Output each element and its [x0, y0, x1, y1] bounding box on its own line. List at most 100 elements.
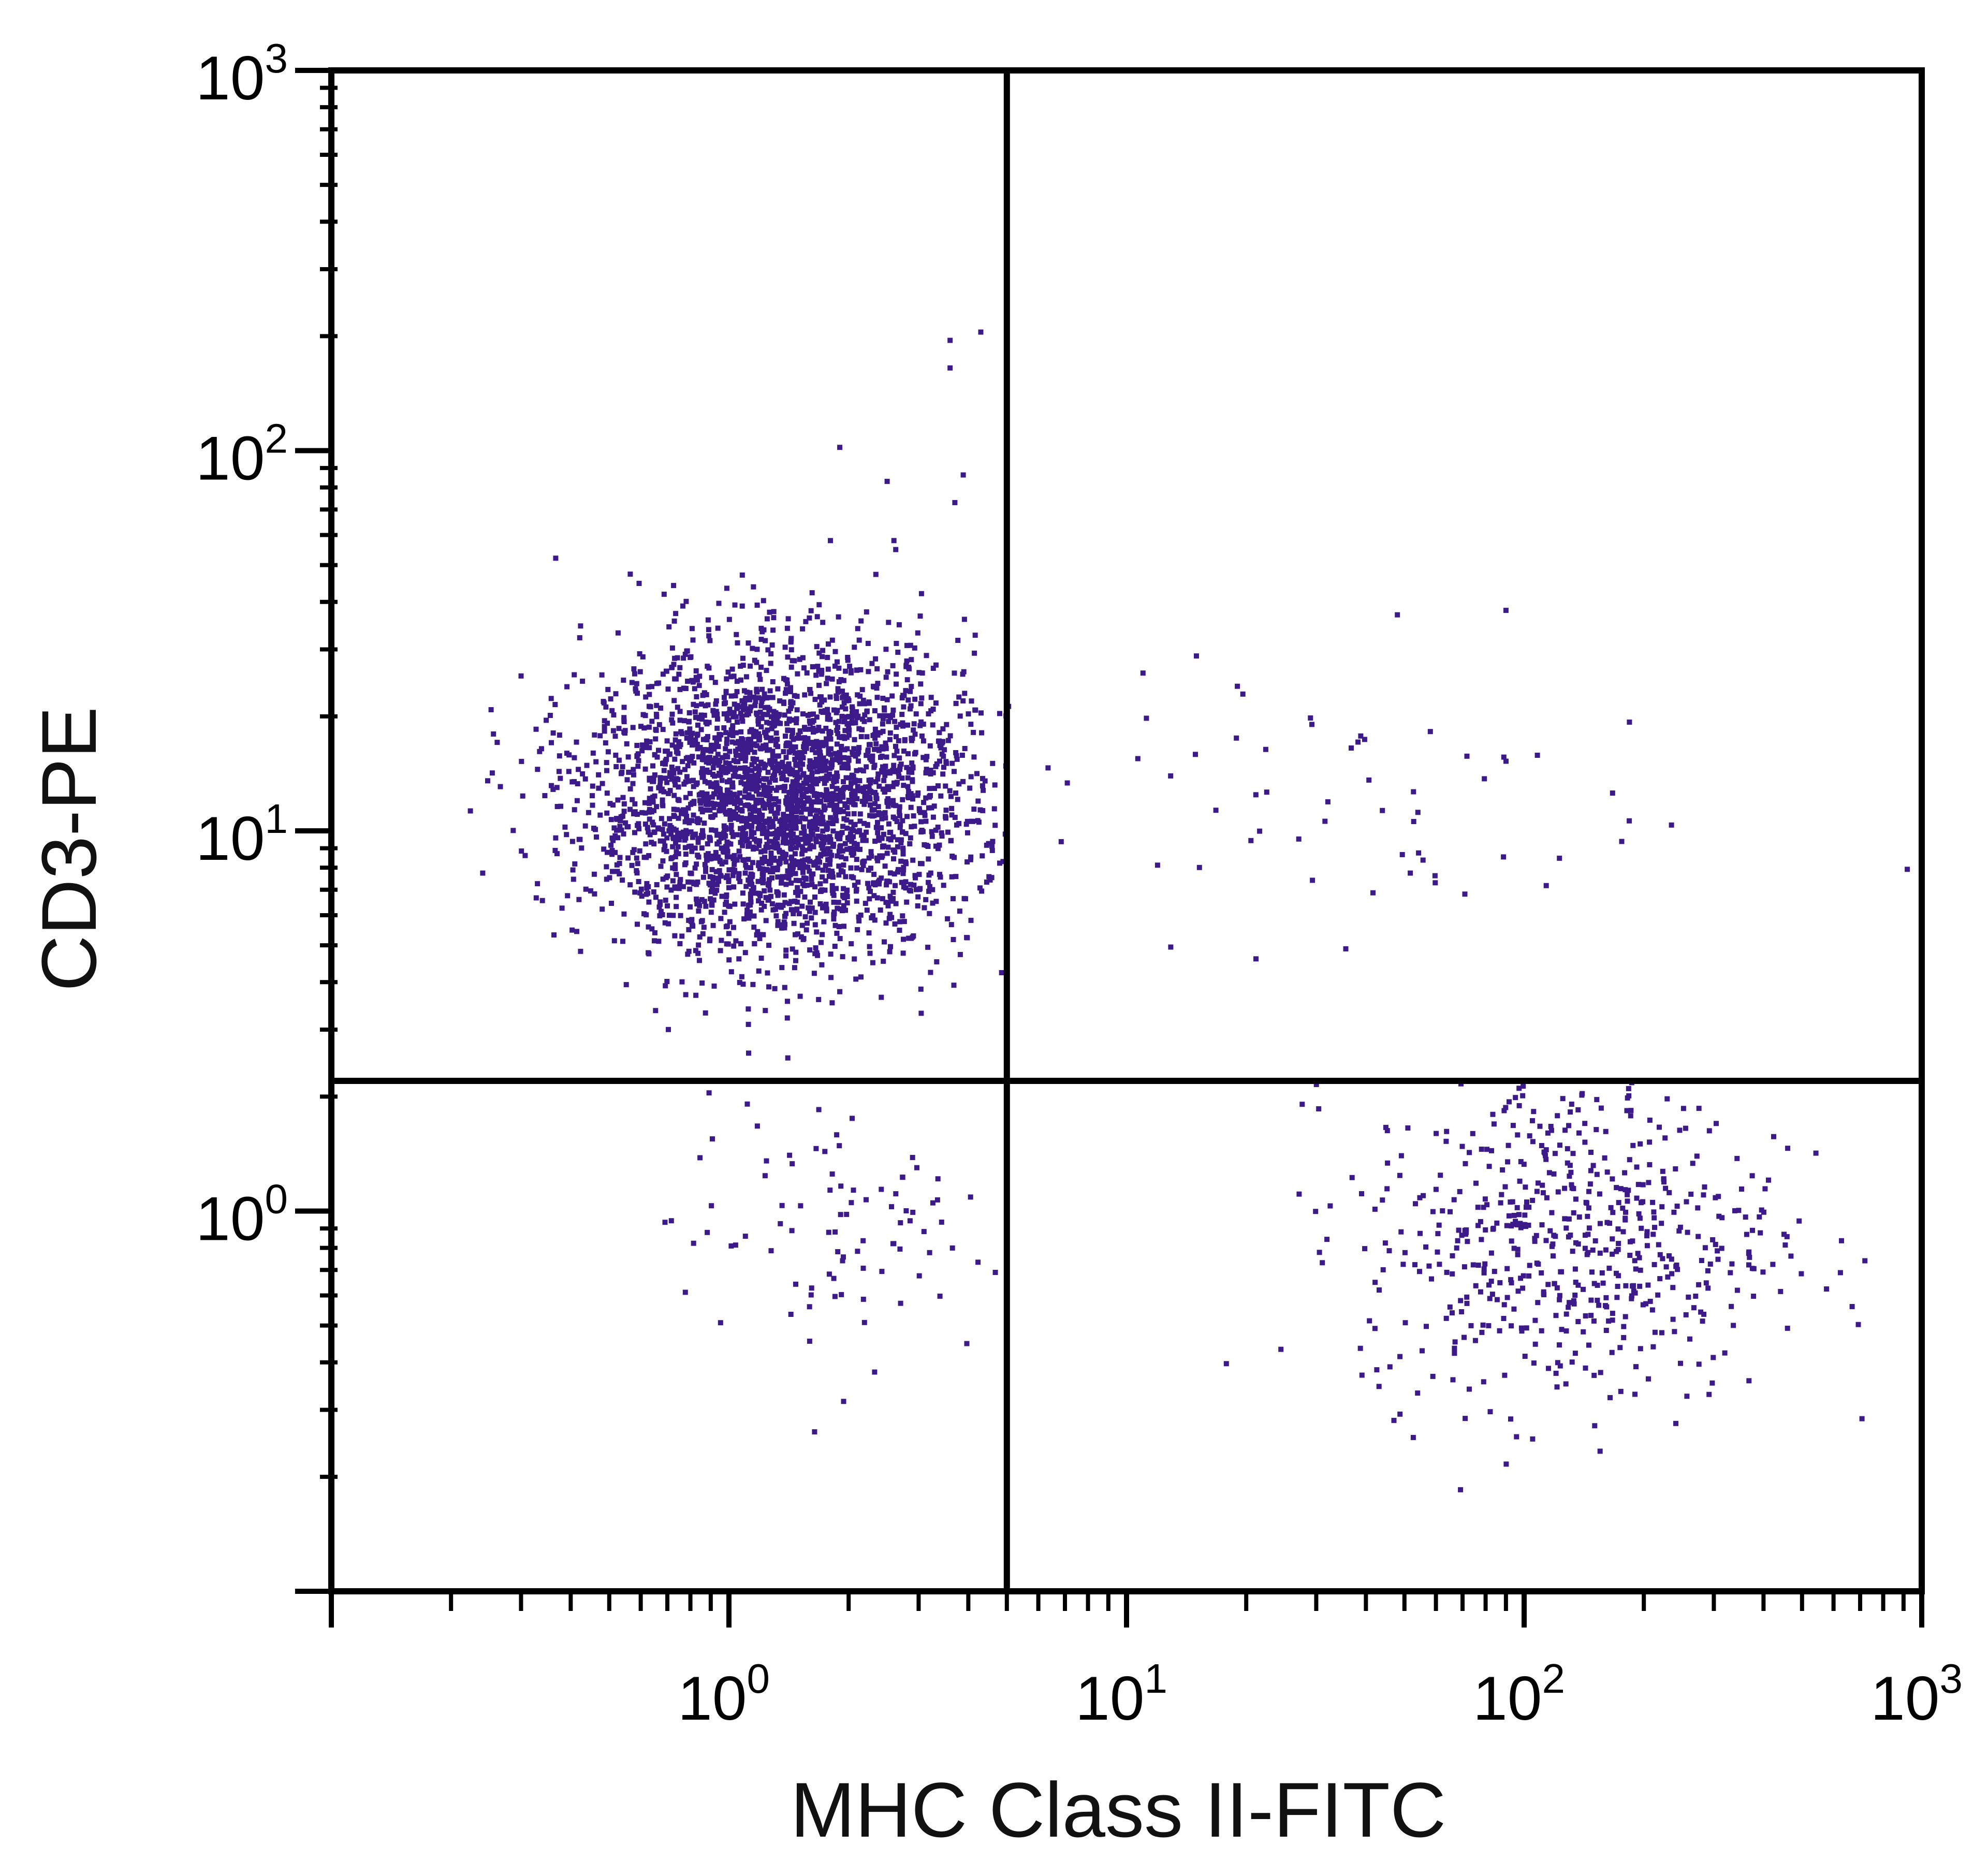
event-dot: [740, 748, 746, 754]
event-dot: [754, 647, 760, 652]
event-dot: [1524, 1325, 1529, 1331]
event-dot: [604, 876, 609, 882]
event-dot: [827, 861, 832, 867]
event-dot: [1575, 1319, 1581, 1324]
event-dot: [748, 812, 753, 817]
event-dot: [664, 835, 670, 841]
event-dot: [1652, 1225, 1657, 1230]
event-dot: [1603, 1128, 1609, 1134]
event-dot: [855, 880, 861, 885]
event-dot: [793, 790, 799, 796]
event-dot: [801, 744, 807, 750]
event-dot: [631, 767, 636, 772]
event-dot: [868, 866, 873, 871]
event-dot: [1743, 1214, 1748, 1220]
event-dot: [813, 742, 819, 748]
event-dot: [676, 798, 682, 803]
event-dot: [768, 1248, 774, 1254]
event-dot: [659, 816, 664, 822]
event-dot: [682, 652, 688, 657]
event-dot: [826, 873, 832, 879]
event-dot: [754, 787, 760, 793]
event-dot: [1604, 1169, 1610, 1175]
event-dot: [750, 646, 755, 651]
event-dot: [695, 820, 701, 826]
event-dot: [1569, 1359, 1575, 1365]
event-dot: [757, 812, 763, 817]
event-dot: [740, 829, 746, 834]
event-dot: [656, 939, 662, 944]
event-dot: [951, 896, 956, 901]
event-dot: [852, 883, 857, 888]
event-dot: [871, 813, 877, 818]
event-dot: [922, 905, 927, 911]
event-dot: [1627, 1157, 1632, 1163]
event-dot: [736, 875, 741, 881]
event-dot: [775, 892, 781, 898]
event-dot: [746, 1050, 751, 1056]
event-dot: [747, 690, 753, 696]
event-dot: [861, 1320, 867, 1325]
event-dot: [1603, 1328, 1609, 1333]
event-dot: [883, 815, 888, 821]
event-dot: [797, 819, 802, 825]
event-dot: [1455, 1238, 1460, 1243]
event-dot: [1520, 1285, 1526, 1291]
event-dot: [780, 759, 785, 765]
event-dot: [734, 689, 740, 695]
event-dot: [696, 683, 702, 688]
event-dot: [788, 700, 794, 706]
event-dot: [879, 836, 885, 841]
event-dot: [809, 876, 814, 882]
event-dot: [844, 735, 850, 740]
event-dot: [752, 702, 758, 708]
event-dot: [833, 814, 839, 820]
event-dot: [1614, 1249, 1619, 1254]
event-dot: [627, 882, 633, 888]
event-dot: [669, 645, 675, 651]
event-dot: [784, 1015, 790, 1021]
event-dot: [1762, 1186, 1768, 1192]
event-dot: [776, 761, 781, 767]
event-dot: [710, 794, 715, 800]
event-dot: [1694, 1153, 1700, 1159]
event-dot: [808, 608, 814, 613]
event-dot: [1562, 1185, 1568, 1191]
event-dot: [778, 770, 784, 776]
event-dot: [789, 802, 795, 808]
event-dot: [729, 830, 735, 836]
event-dot: [728, 674, 734, 680]
event-dot: [1614, 1185, 1619, 1191]
event-dot: [1443, 1138, 1449, 1144]
event-dot: [717, 831, 723, 837]
event-dot: [558, 775, 563, 781]
event-dot: [656, 722, 662, 727]
event-dot: [817, 820, 823, 826]
event-dot: [765, 647, 771, 653]
event-dot: [1696, 1361, 1702, 1367]
event-dot: [937, 1293, 943, 1299]
event-dot: [576, 767, 581, 772]
event-dot: [781, 892, 787, 898]
event-dot: [811, 808, 816, 813]
event-dot: [699, 918, 705, 924]
event-dot: [822, 887, 828, 893]
event-dot: [927, 786, 932, 792]
event-dot: [1362, 1246, 1368, 1252]
event-dot: [898, 761, 904, 767]
event-dot: [746, 843, 751, 849]
event-dot: [770, 819, 776, 825]
event-dot: [822, 697, 827, 703]
event-dot: [724, 585, 729, 591]
event-dot: [766, 943, 772, 948]
event-dot: [758, 724, 764, 729]
event-dot: [636, 758, 641, 764]
event-dot: [830, 888, 836, 894]
event-dot: [929, 805, 934, 811]
event-dot: [835, 725, 840, 730]
event-dot: [666, 790, 671, 796]
event-dot: [705, 1229, 710, 1235]
event-dot: [621, 705, 627, 710]
event-dot: [710, 854, 715, 859]
event-dot: [695, 836, 701, 841]
